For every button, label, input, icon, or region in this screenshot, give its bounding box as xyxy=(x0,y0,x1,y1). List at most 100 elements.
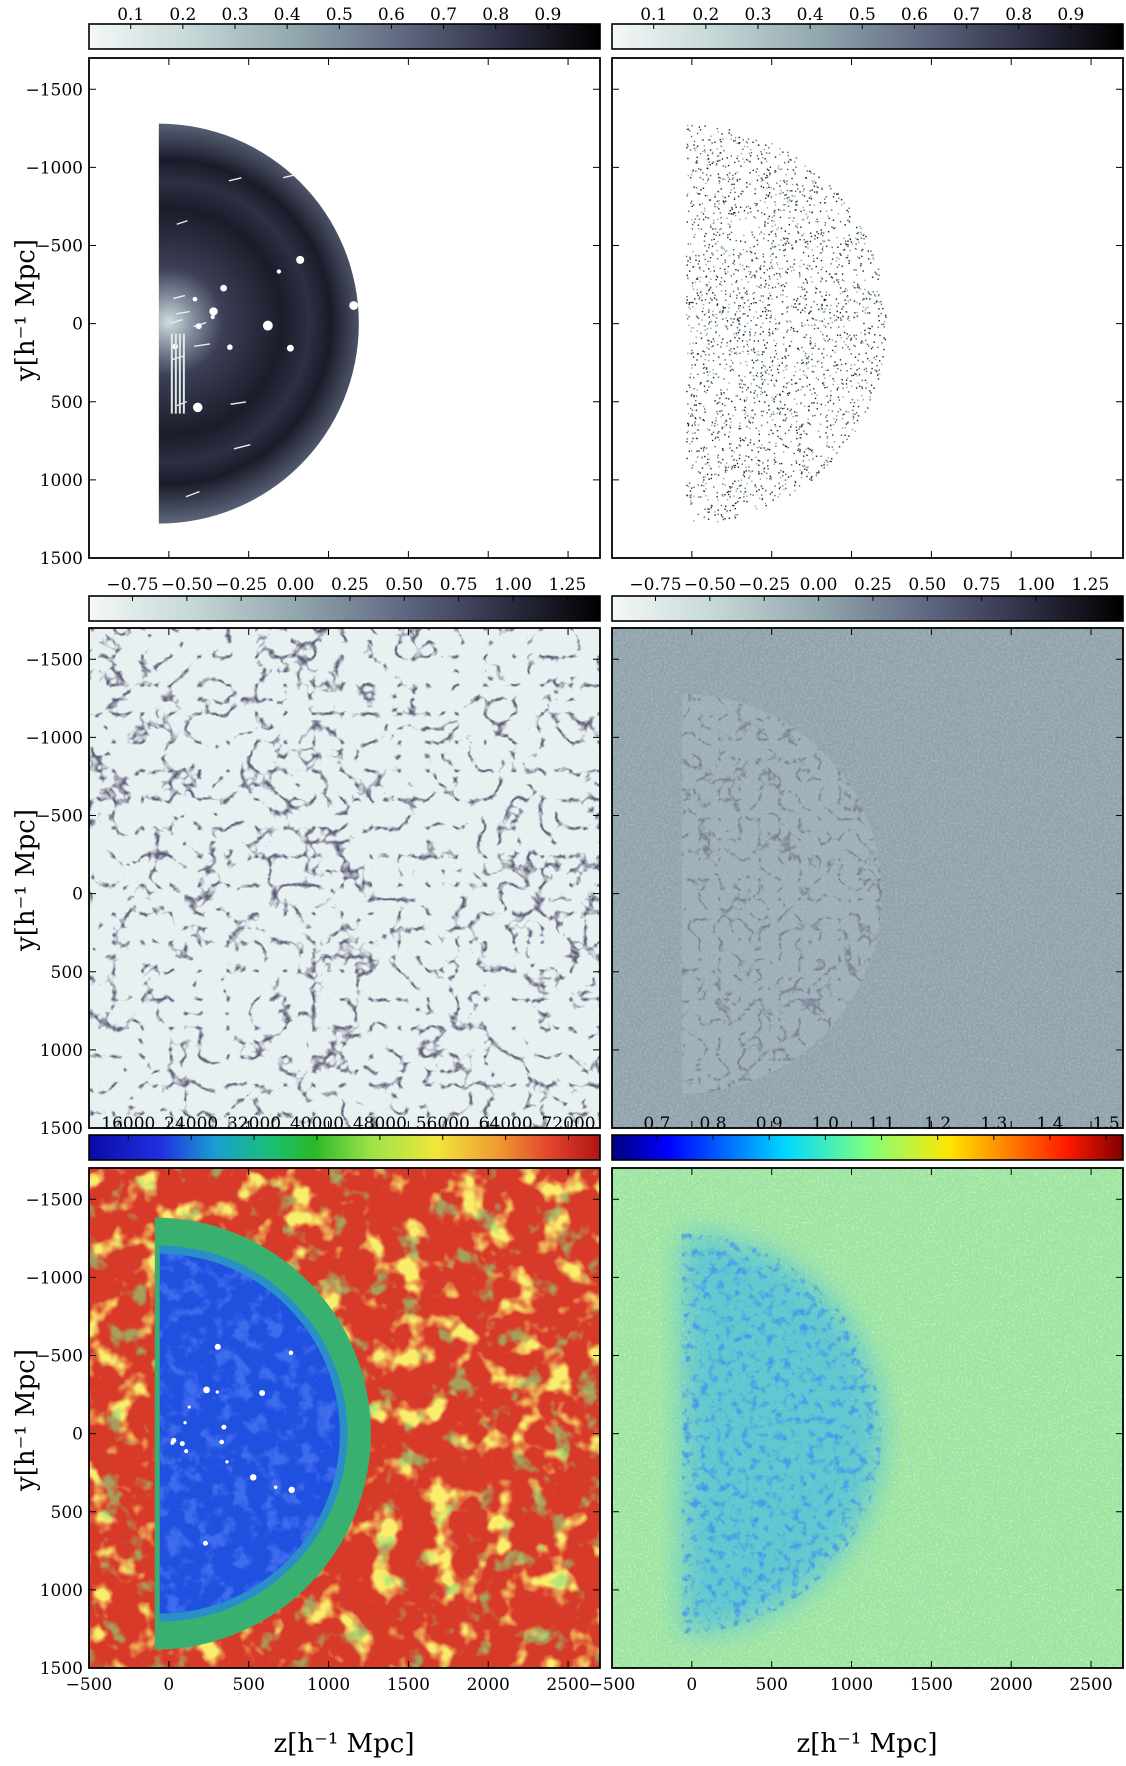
colorbar-middle-right xyxy=(611,595,1124,622)
x-tick-label: 2500 xyxy=(1069,1675,1112,1695)
x-axis-label-right: z[h⁻¹ Mpc] xyxy=(797,1729,938,1759)
y-tick-label: −500 xyxy=(36,807,83,827)
x-tick-label: 2500 xyxy=(546,1675,589,1695)
colorbar-bottom-right xyxy=(611,1134,1124,1161)
colorbar-tick-label: 1.1 xyxy=(868,1114,895,1134)
colorbar-tick-label: 0.2 xyxy=(692,5,719,25)
x-tick-label: 1500 xyxy=(910,1675,953,1695)
y-tick-label: −1500 xyxy=(25,1190,83,1210)
colorbar-bottom-left xyxy=(88,1134,601,1161)
colorbar-tick-label: −0.25 xyxy=(215,575,267,595)
y-tick-label: 1000 xyxy=(40,1581,83,1601)
colorbar-tick-label: 0.8 xyxy=(482,5,509,25)
y-tick-label: −500 xyxy=(36,1347,83,1367)
x-tick-label: 2000 xyxy=(467,1675,510,1695)
colorbar-top-left xyxy=(88,23,601,50)
colorbar-tick-label: 56000 xyxy=(416,1114,470,1134)
y-tick-label: −1500 xyxy=(25,80,83,100)
x-tick-label: 1500 xyxy=(387,1675,430,1695)
colorbar-tick-label: 0.4 xyxy=(797,5,824,25)
colorbar-tick-label: 0.50 xyxy=(908,575,946,595)
colorbar-tick-label: 0.1 xyxy=(117,5,144,25)
colorbar-tick-label: −0.75 xyxy=(106,575,158,595)
colorbar-tick-label: 1.00 xyxy=(1017,575,1055,595)
colorbar-tick-label: 1.0 xyxy=(812,1114,839,1134)
colorbar-tick-label: 1.00 xyxy=(494,575,532,595)
colorbar-tick-label: −0.25 xyxy=(738,575,790,595)
y-tick-label: −1000 xyxy=(25,728,83,748)
colorbar-tick-label: 24000 xyxy=(164,1114,218,1134)
panel-bottom-right-image xyxy=(612,1168,1123,1668)
x-tick-label: 2000 xyxy=(990,1675,1033,1695)
colorbar-tick-label: 0.8 xyxy=(700,1114,727,1134)
y-tick-label: 1500 xyxy=(40,549,83,569)
y-tick-label: 1500 xyxy=(40,1659,83,1679)
y-tick-label: −500 xyxy=(36,237,83,257)
y-tick-label: 0 xyxy=(72,315,83,335)
colorbar-tick-label: 0.6 xyxy=(378,5,405,25)
colorbar-tick-label: 0.5 xyxy=(326,5,353,25)
colorbar-tick-label: 0.2 xyxy=(169,5,196,25)
y-tick-label: −1500 xyxy=(25,650,83,670)
panels-layer xyxy=(89,58,1123,1668)
y-tick-label: 1000 xyxy=(40,1041,83,1061)
x-tick-label: 0 xyxy=(163,1675,174,1695)
panel-top-left-image xyxy=(89,58,600,558)
colorbar-tick-label: 0.50 xyxy=(385,575,423,595)
y-tick-label: 500 xyxy=(51,963,83,983)
colorbar-tick-label: 0.25 xyxy=(331,575,369,595)
panel-middle-left-image xyxy=(89,628,600,1128)
colorbar-tick-label: 1.25 xyxy=(1071,575,1109,595)
x-tick-label: 500 xyxy=(232,1675,264,1695)
x-tick-label: 1000 xyxy=(307,1675,350,1695)
colorbar-tick-label: 1.2 xyxy=(924,1114,951,1134)
colorbar-tick-label: 0.4 xyxy=(274,5,301,25)
colorbar-tick-label: −0.50 xyxy=(684,575,736,595)
colorbar-tick-label: 32000 xyxy=(227,1114,281,1134)
colorbar-tick-label: 0.75 xyxy=(963,575,1001,595)
colorbar-tick-label: −0.50 xyxy=(161,575,213,595)
colorbar-tick-label: 0.00 xyxy=(800,575,838,595)
panel-frame-top-right xyxy=(611,57,1124,559)
colorbar-tick-label: 1.25 xyxy=(548,575,586,595)
colorbar-tick-label: 0.1 xyxy=(640,5,667,25)
colorbar-tick-label: 0.7 xyxy=(953,5,980,25)
x-tick-label: 1000 xyxy=(830,1675,873,1695)
colorbar-tick-label: 48000 xyxy=(353,1114,407,1134)
colorbar-tick-label: 16000 xyxy=(101,1114,155,1134)
panel-bottom-left-image xyxy=(89,1168,600,1668)
y-tick-label: −1000 xyxy=(25,1268,83,1288)
y-tick-label: 1000 xyxy=(40,471,83,491)
colorbar-tick-label: 0.00 xyxy=(277,575,315,595)
colorbar-top-right xyxy=(611,23,1124,50)
colorbar-tick-label: 1.4 xyxy=(1036,1114,1063,1134)
panel-frame-middle-right xyxy=(611,627,1124,1129)
y-tick-label: 500 xyxy=(51,1503,83,1523)
x-tick-label: −500 xyxy=(66,1675,113,1695)
colorbar-tick-label: 0.9 xyxy=(534,5,561,25)
y-tick-label: 0 xyxy=(72,1425,83,1445)
panel-middle-right-image xyxy=(612,628,1123,1128)
panel-frame-middle-left xyxy=(88,627,601,1129)
panel-frame-bottom-left xyxy=(88,1167,601,1669)
x-tick-label: 500 xyxy=(755,1675,787,1695)
panel-frame-top-left xyxy=(88,57,601,559)
colorbar-tick-label: 72000 xyxy=(542,1114,596,1134)
colorbar-middle-left xyxy=(88,595,601,622)
colorbar-tick-label: 0.25 xyxy=(854,575,892,595)
colorbar-tick-label: 0.9 xyxy=(756,1114,783,1134)
colorbar-tick-label: 1.3 xyxy=(980,1114,1007,1134)
y-axis-label-row3: y[h⁻¹ Mpc] xyxy=(11,1349,41,1492)
colorbar-tick-label: 0.3 xyxy=(221,5,248,25)
y-axis-label-row1: y[h⁻¹ Mpc] xyxy=(11,239,41,382)
colorbar-tick-label: 0.75 xyxy=(440,575,478,595)
colorbar-tick-label: 40000 xyxy=(290,1114,344,1134)
colorbar-tick-label: 0.9 xyxy=(1057,5,1084,25)
y-tick-label: −1000 xyxy=(25,158,83,178)
panel-top-right-image xyxy=(612,58,1123,558)
colorbar-tick-label: −0.75 xyxy=(629,575,681,595)
colorbar-tick-label: 0.5 xyxy=(849,5,876,25)
x-axis-label-left: z[h⁻¹ Mpc] xyxy=(274,1729,415,1759)
y-tick-label: 0 xyxy=(72,885,83,905)
